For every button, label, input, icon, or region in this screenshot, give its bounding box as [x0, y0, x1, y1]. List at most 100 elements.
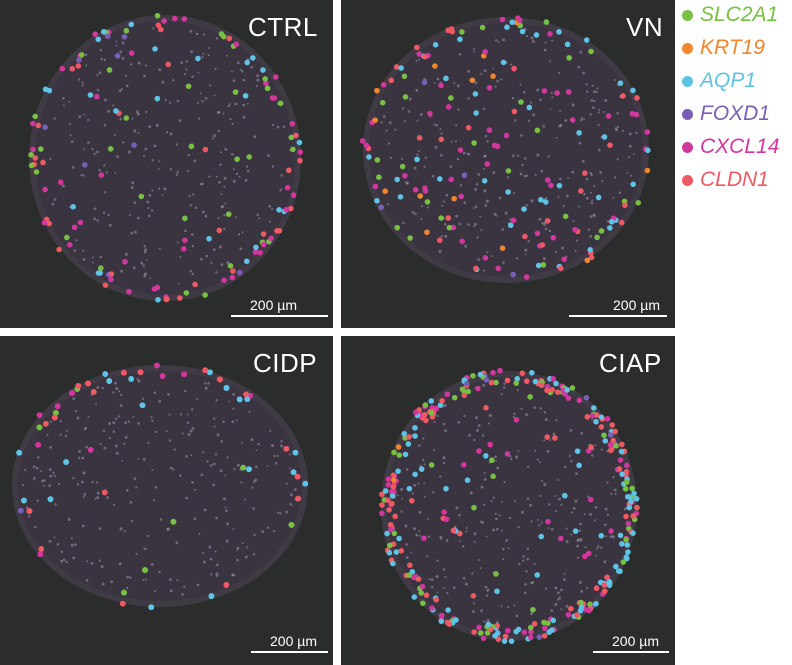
nucleus-speck — [557, 478, 560, 481]
nucleus-speck — [105, 171, 108, 174]
nucleus-speck — [543, 223, 546, 226]
transcript-dot — [121, 369, 127, 376]
nucleus-speck — [137, 379, 141, 383]
nucleus-speck — [140, 261, 144, 265]
nucleus-speck — [226, 522, 229, 526]
transcript-dot — [428, 398, 435, 404]
transcript-dot — [416, 51, 423, 57]
transcript-dot — [539, 242, 546, 248]
transcript-dot — [374, 87, 380, 94]
nucleus-speck — [68, 100, 71, 103]
transcript-dot — [494, 622, 500, 629]
nucleus-speck — [419, 112, 423, 116]
nucleus-speck — [59, 420, 62, 423]
nucleus-speck — [596, 87, 599, 90]
nucleus-speck — [195, 32, 199, 36]
nucleus-speck — [175, 541, 179, 545]
nucleus-speck — [426, 555, 429, 558]
transcript-dot — [587, 247, 594, 253]
nucleus-speck — [613, 488, 617, 492]
transcript-dot — [395, 444, 402, 450]
transcript-dot — [625, 520, 632, 527]
nucleus-speck — [555, 136, 558, 139]
transcript-dot — [576, 130, 582, 136]
nucleus-speck — [530, 199, 534, 203]
transcript-dot — [154, 95, 161, 102]
nucleus-speck — [102, 211, 106, 215]
nucleus-speck — [268, 204, 272, 208]
nucleus-speck — [241, 70, 244, 73]
nucleus-speck — [118, 562, 122, 566]
nucleus-speck — [609, 535, 612, 538]
nucleus-speck — [144, 147, 148, 151]
nucleus-speck — [148, 193, 152, 197]
transcript-dot — [544, 217, 551, 224]
nucleus-speck — [199, 257, 203, 261]
nucleus-speck — [408, 97, 412, 101]
panel-ctrl: CTRL 200 µm — [0, 0, 333, 328]
nucleus-speck — [199, 92, 202, 95]
nucleus-speck — [515, 257, 519, 260]
transcript-dot — [552, 435, 558, 441]
transcript-dot — [154, 12, 161, 19]
nucleus-speck — [196, 398, 199, 400]
transcript-dot — [476, 624, 482, 631]
nucleus-speck — [523, 591, 527, 595]
transcript-dot — [35, 442, 41, 448]
transcript-dot — [264, 85, 271, 92]
transcript-dot — [56, 246, 62, 253]
transcript-dot — [562, 213, 569, 220]
nucleus-speck — [420, 218, 423, 221]
transcript-dot — [630, 513, 637, 519]
nucleus-speck — [464, 244, 468, 248]
nucleus-speck — [410, 551, 413, 554]
nucleus-speck — [518, 563, 521, 566]
nucleus-speck — [151, 419, 154, 422]
nucleus-speck — [165, 430, 168, 433]
transcript-dot — [36, 412, 43, 418]
transcript-dot — [534, 127, 541, 134]
nucleus-speck — [113, 133, 116, 136]
nucleus-speck — [477, 424, 481, 427]
transcript-dot — [569, 117, 576, 123]
nucleus-speck — [272, 529, 276, 533]
nucleus-speck — [232, 79, 236, 82]
nucleus-speck — [474, 205, 478, 208]
transcript-dot — [108, 271, 115, 277]
nucleus-speck — [144, 548, 148, 551]
nucleus-speck — [110, 580, 113, 584]
nucleus-speck — [494, 517, 498, 521]
transcript-dot — [438, 82, 444, 89]
transcript-dot — [581, 170, 588, 176]
transcript-dot — [63, 459, 69, 465]
nucleus-speck — [564, 119, 568, 122]
transcript-dot — [437, 237, 443, 244]
nucleus-speck — [136, 112, 140, 116]
nucleus-speck — [175, 143, 179, 146]
transcript-dot — [405, 441, 412, 447]
nucleus-speck — [541, 221, 544, 225]
nucleus-speck — [85, 445, 88, 449]
transcript-dot — [221, 277, 227, 284]
transcript-dot — [399, 163, 406, 170]
transcript-dot — [428, 462, 435, 468]
nucleus-speck — [225, 54, 228, 57]
nucleus-speck — [72, 397, 76, 401]
nucleus-speck — [143, 250, 147, 254]
nucleus-speck — [217, 217, 220, 220]
nucleus-speck — [468, 434, 471, 437]
nucleus-speck — [216, 563, 219, 567]
nucleus-speck — [219, 163, 222, 166]
nucleus-speck — [417, 482, 420, 485]
transcript-dot — [246, 154, 253, 160]
nucleus-speck — [404, 120, 406, 123]
nucleus-speck — [584, 546, 587, 549]
transcript-dot — [513, 628, 520, 635]
nucleus-speck — [145, 64, 148, 67]
nucleus-speck — [152, 499, 156, 502]
nucleus-speck — [217, 111, 221, 114]
nucleus-speck — [100, 57, 103, 61]
nucleus-speck — [496, 466, 499, 470]
transcript-dot — [207, 369, 213, 376]
nucleus-speck — [142, 264, 145, 267]
